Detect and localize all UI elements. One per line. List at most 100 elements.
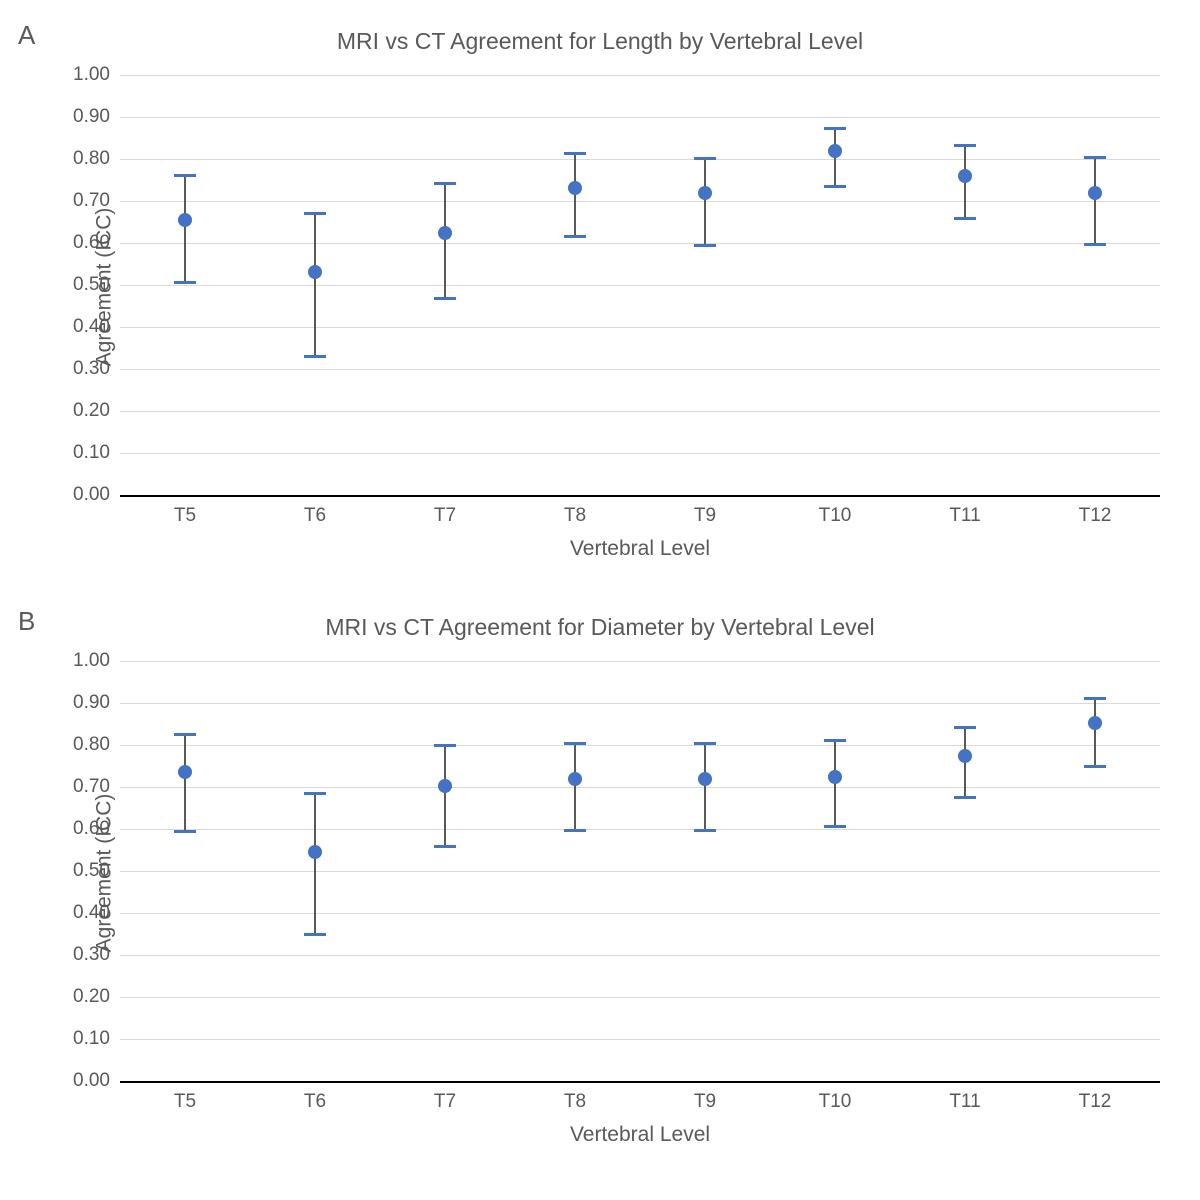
xtick-label: T7 bbox=[434, 1091, 456, 1113]
data-marker bbox=[178, 765, 192, 779]
errorbar-cap bbox=[564, 235, 586, 238]
errorbar-cap bbox=[1084, 156, 1106, 159]
errorbar-line bbox=[704, 158, 706, 245]
errorbar-cap bbox=[304, 212, 326, 215]
errorbar-cap bbox=[434, 297, 456, 300]
data-marker bbox=[568, 772, 582, 786]
errorbar-cap bbox=[824, 127, 846, 130]
gridline bbox=[120, 411, 1160, 412]
errorbar-cap bbox=[434, 744, 456, 747]
errorbar-cap bbox=[304, 933, 326, 936]
ytick-label: 0.80 bbox=[73, 148, 110, 170]
ytick-label: 0.20 bbox=[73, 400, 110, 422]
data-marker bbox=[438, 779, 452, 793]
data-marker bbox=[828, 144, 842, 158]
errorbar-line bbox=[574, 744, 576, 831]
gridline bbox=[120, 787, 1160, 788]
gridline bbox=[120, 997, 1160, 998]
data-marker bbox=[1088, 186, 1102, 200]
chart-title: MRI vs CT Agreement for Diameter by Vert… bbox=[0, 614, 1200, 641]
errorbar-cap bbox=[694, 244, 716, 247]
errorbar-cap bbox=[564, 829, 586, 832]
xtick-label: T7 bbox=[434, 505, 456, 527]
xtick-label: T11 bbox=[949, 505, 980, 527]
gridline bbox=[120, 327, 1160, 328]
gridline bbox=[120, 703, 1160, 704]
errorbar-cap bbox=[304, 792, 326, 795]
figure: AMRI vs CT Agreement for Length by Verte… bbox=[0, 0, 1200, 1200]
data-marker bbox=[698, 772, 712, 786]
xtick-label: T8 bbox=[564, 1091, 586, 1113]
errorbar-cap bbox=[1084, 697, 1106, 700]
errorbar-cap bbox=[174, 281, 196, 284]
errorbar-line bbox=[184, 735, 186, 832]
y-axis-label: Agreement (ICC) bbox=[92, 794, 116, 953]
xtick-label: T8 bbox=[564, 505, 586, 527]
ytick-label: 0.80 bbox=[73, 734, 110, 756]
gridline bbox=[120, 369, 1160, 370]
ytick-label: 0.10 bbox=[73, 1028, 110, 1050]
errorbar-line bbox=[314, 793, 316, 934]
xtick-label: T11 bbox=[949, 1091, 980, 1113]
errorbar-cap bbox=[954, 144, 976, 147]
errorbar-line bbox=[834, 741, 836, 827]
plot-area: 0.000.100.200.300.400.500.600.700.800.90… bbox=[120, 75, 1160, 497]
ytick-label: 0.90 bbox=[73, 106, 110, 128]
errorbar-cap bbox=[434, 182, 456, 185]
ytick-label: 0.00 bbox=[73, 1070, 110, 1092]
ytick-label: 0.20 bbox=[73, 986, 110, 1008]
gridline bbox=[120, 117, 1160, 118]
errorbar-cap bbox=[304, 355, 326, 358]
errorbar-cap bbox=[564, 742, 586, 745]
xtick-label: T12 bbox=[1079, 1091, 1112, 1113]
gridline bbox=[120, 285, 1160, 286]
data-marker bbox=[698, 186, 712, 200]
errorbar-cap bbox=[824, 185, 846, 188]
gridline bbox=[120, 955, 1160, 956]
data-marker bbox=[568, 181, 582, 195]
errorbar-cap bbox=[174, 174, 196, 177]
errorbar-cap bbox=[564, 152, 586, 155]
xtick-label: T9 bbox=[694, 505, 716, 527]
gridline bbox=[120, 871, 1160, 872]
gridline bbox=[120, 913, 1160, 914]
gridline bbox=[120, 745, 1160, 746]
xtick-label: T10 bbox=[819, 505, 852, 527]
data-marker bbox=[1088, 716, 1102, 730]
gridline bbox=[120, 75, 1160, 76]
errorbar-line bbox=[574, 154, 576, 237]
gridline bbox=[120, 661, 1160, 662]
chart-title: MRI vs CT Agreement for Length by Verteb… bbox=[0, 28, 1200, 55]
data-marker bbox=[828, 770, 842, 784]
errorbar-line bbox=[184, 176, 186, 283]
gridline bbox=[120, 159, 1160, 160]
x-axis-label: Vertebral Level bbox=[120, 1123, 1160, 1147]
errorbar-cap bbox=[824, 825, 846, 828]
errorbar-cap bbox=[954, 726, 976, 729]
errorbar-cap bbox=[694, 157, 716, 160]
errorbar-line bbox=[1094, 699, 1096, 767]
errorbar-line bbox=[444, 746, 446, 847]
y-axis-label: Agreement (ICC) bbox=[92, 208, 116, 367]
ytick-label: 0.10 bbox=[73, 442, 110, 464]
plot-area: 0.000.100.200.300.400.500.600.700.800.90… bbox=[120, 661, 1160, 1083]
data-marker bbox=[308, 265, 322, 279]
errorbar-cap bbox=[694, 742, 716, 745]
data-marker bbox=[958, 749, 972, 763]
gridline bbox=[120, 1039, 1160, 1040]
errorbar-cap bbox=[174, 733, 196, 736]
errorbar-cap bbox=[954, 796, 976, 799]
chart-panel: AMRI vs CT Agreement for Length by Verte… bbox=[0, 20, 1200, 580]
data-marker bbox=[438, 226, 452, 240]
errorbar-line bbox=[314, 214, 316, 357]
xtick-label: T5 bbox=[174, 505, 196, 527]
xtick-label: T12 bbox=[1079, 505, 1112, 527]
errorbar-cap bbox=[434, 845, 456, 848]
xtick-label: T9 bbox=[694, 1091, 716, 1113]
errorbar-line bbox=[444, 183, 446, 298]
ytick-label: 0.90 bbox=[73, 692, 110, 714]
gridline bbox=[120, 243, 1160, 244]
data-marker bbox=[308, 845, 322, 859]
errorbar-cap bbox=[954, 217, 976, 220]
gridline bbox=[120, 201, 1160, 202]
